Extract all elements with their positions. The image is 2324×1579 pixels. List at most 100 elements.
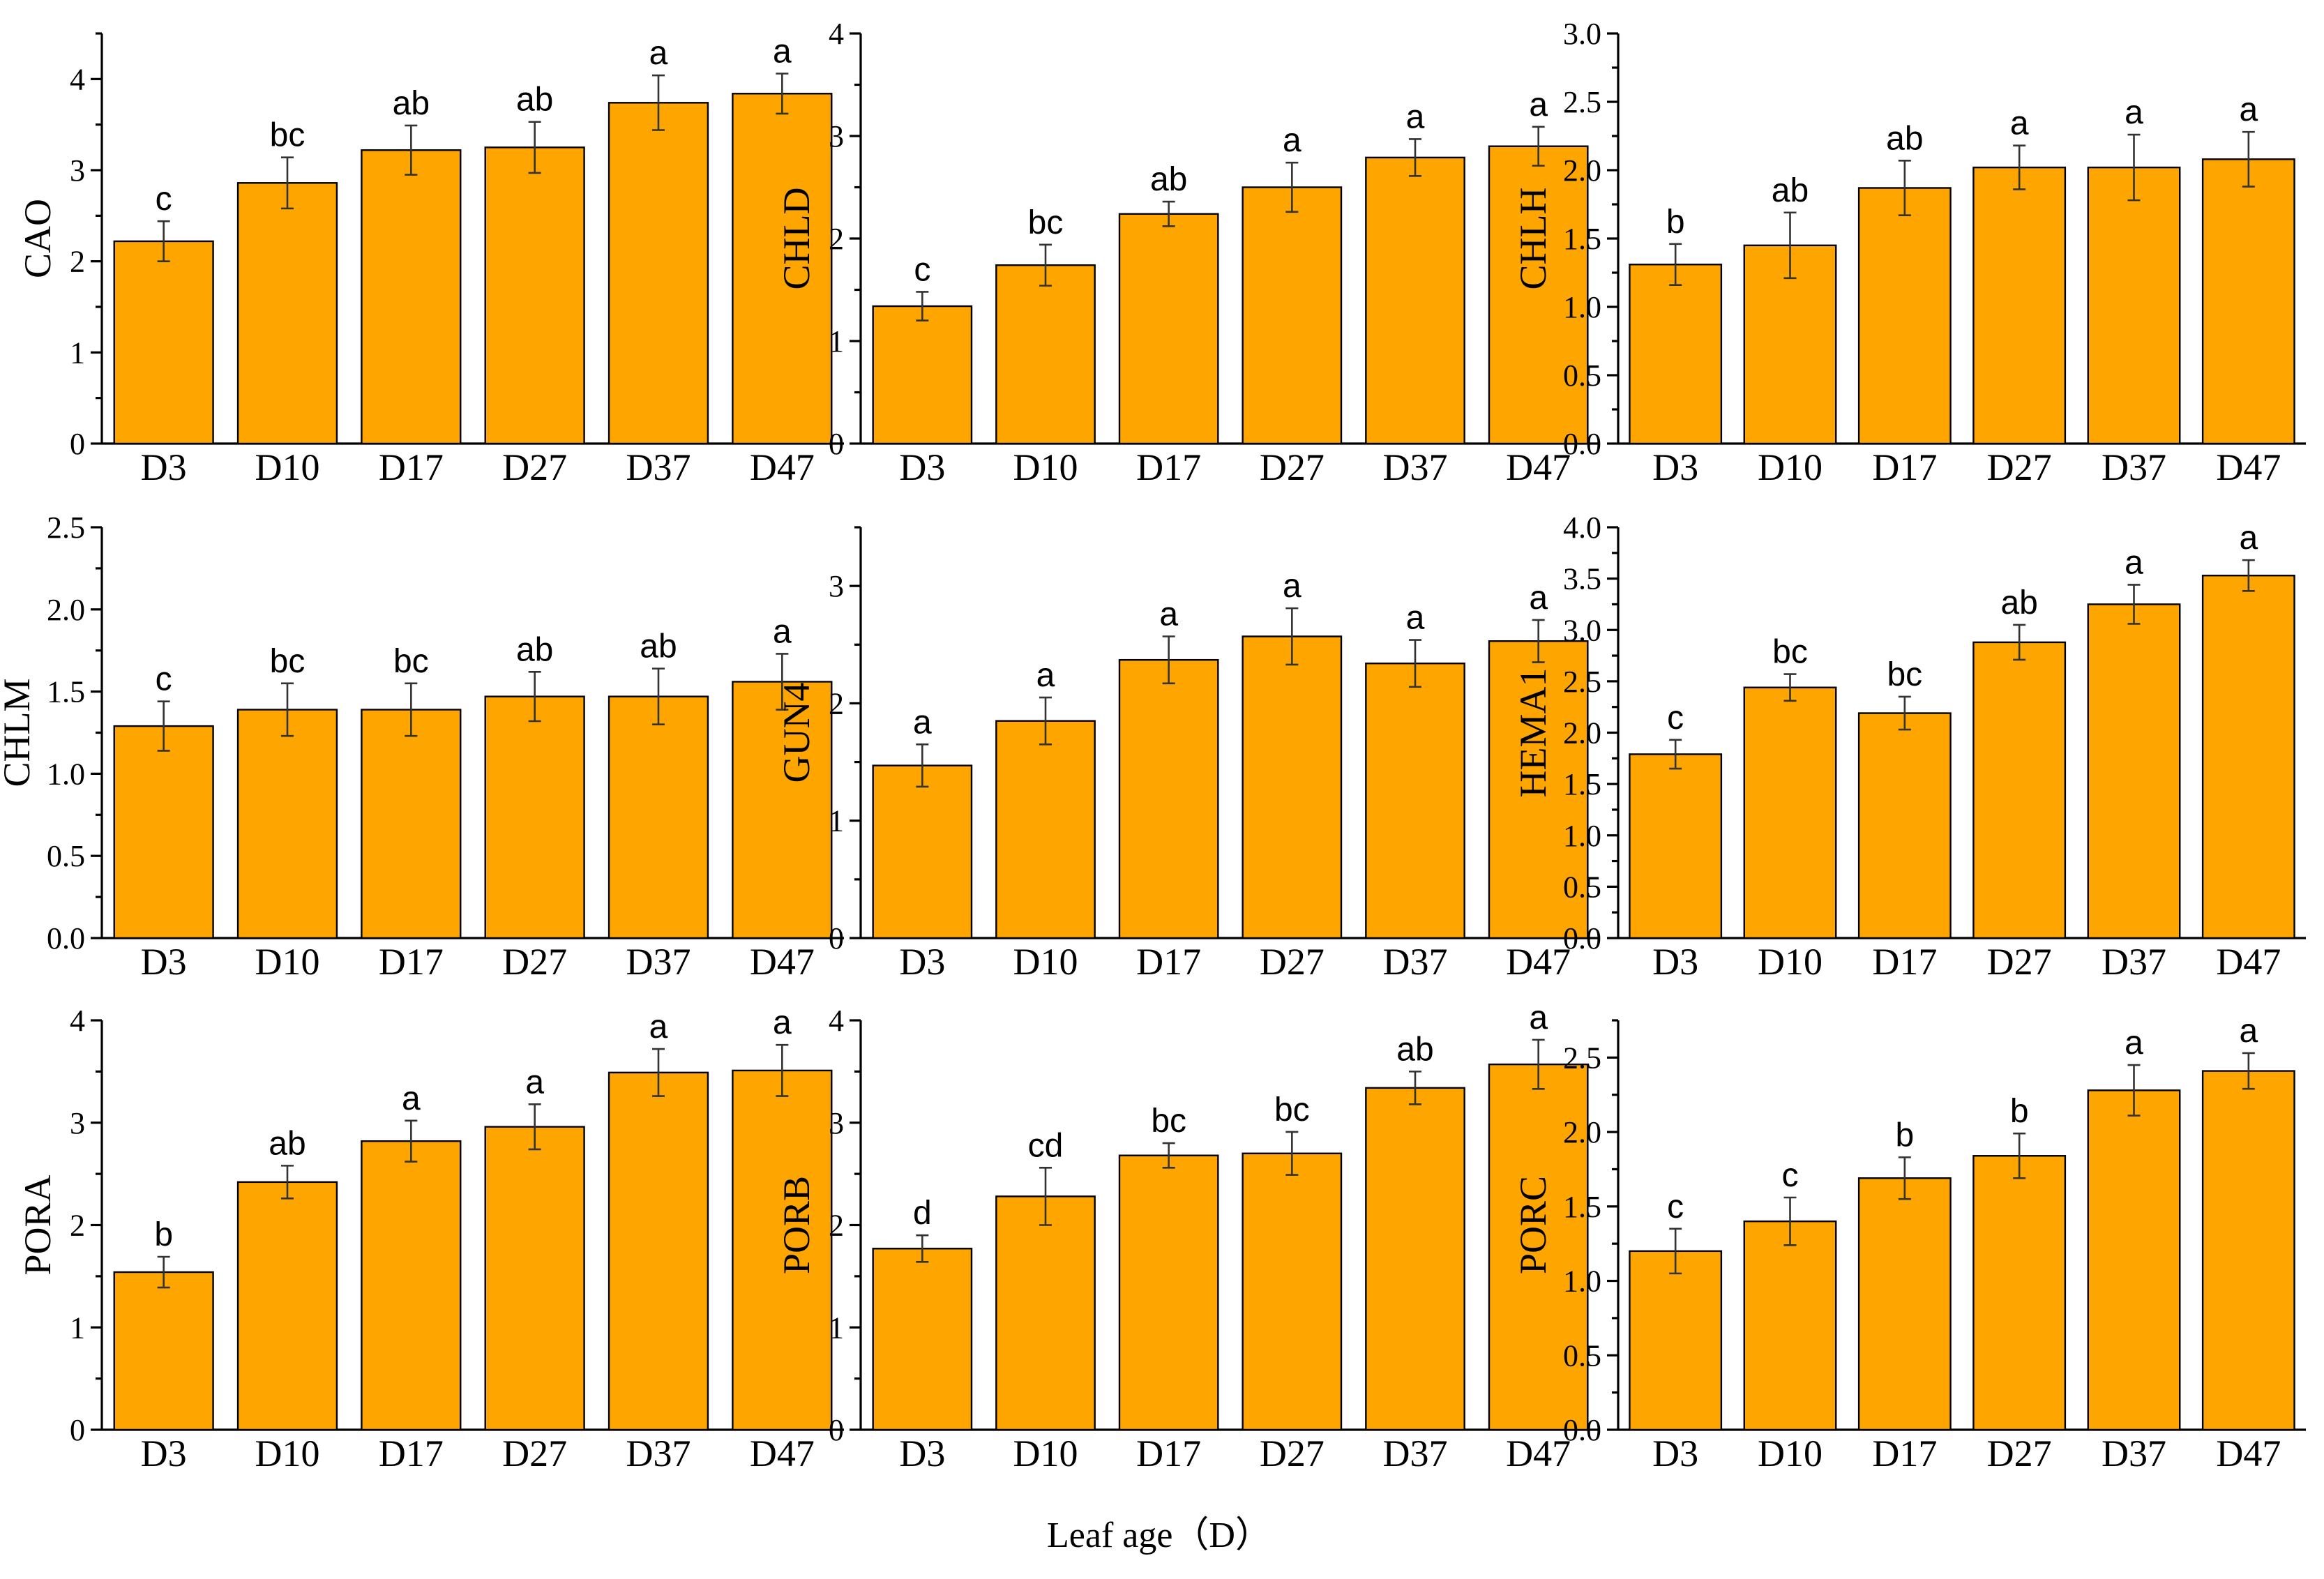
significance-label: bc [270,643,305,680]
y-tick-label: 3.5 [1563,562,1601,596]
x-tick-label: D37 [626,941,691,983]
y-tick-label: 0.0 [1563,921,1601,955]
significance-label: a [1529,999,1548,1036]
significance-label: c [914,251,930,288]
y-tick-label: 3 [829,1106,844,1140]
bar-d47 [2201,1070,2295,1431]
bar-d27 [1242,635,1343,939]
significance-label: a [1529,86,1548,123]
significance-label: a [913,704,932,741]
bar-d27 [1242,186,1343,445]
y-tick-label: 0.5 [1563,358,1601,393]
significance-label: c [1667,700,1684,736]
significance-label: c [1782,1157,1799,1194]
x-tick-label: D47 [2216,446,2281,488]
y-tick-label: 4.0 [1563,511,1601,545]
x-tick-label: D27 [1987,941,2052,983]
significance-label: ab [393,85,430,122]
x-tick-label: D10 [1758,1433,1823,1474]
x-tick-label: D37 [626,446,691,488]
significance-label: a [1406,98,1425,135]
y-tick-label: 2.0 [1563,716,1601,750]
bar-d17 [1857,712,1952,939]
y-tick-label: 4 [70,62,85,96]
bar-d47 [2201,158,2295,445]
bar-d3 [872,764,973,939]
chart-panel-chlm: 0.0 0.5 1.0 1.5 2.0 2.5 CHLM c D3 bc D10 bc D17 ab D27… [0,511,844,983]
significance-label: a [1283,568,1301,605]
bar-d37 [608,695,709,939]
x-tick-label: D17 [1136,941,1201,983]
y-tick-label: 3 [829,569,844,603]
y-tick-label: 2.0 [47,593,85,627]
x-tick-label: D10 [255,446,320,488]
y-tick-label: 1 [829,324,844,358]
x-tick-label: D47 [1506,446,1571,488]
y-axis-label: CAO [17,199,59,278]
x-tick-label: D37 [1383,1433,1448,1474]
y-tick-label: 3 [70,153,85,188]
y-axis-label: PORA [17,1174,59,1275]
y-tick-label: 1.0 [47,757,85,791]
significance-label: a [525,1064,544,1101]
bar-d10 [236,1181,338,1431]
y-tick-label: 2 [70,1209,85,1243]
significance-label: bc [1772,634,1808,671]
y-tick-label: 0.5 [1563,1338,1601,1373]
significance-label: a [2239,91,2258,128]
bar-d37 [2087,603,2181,939]
significance-label: a [2125,1025,2143,1062]
x-tick-label: D47 [750,446,815,488]
chart-panel-cao: 0 1 2 3 4 CAO c D3 bc D10 ab D17 ab D27 a D37 a D47 [17,32,844,488]
significance-label: a [2125,544,2143,581]
x-tick-label: D37 [1383,941,1448,983]
x-tick-label: D27 [502,941,567,983]
x-tick-label: D27 [1260,1433,1325,1474]
y-axis-label: CHLM [0,678,38,787]
y-tick-label: 0 [70,1413,85,1447]
significance-label: ab [1886,120,1923,157]
x-tick-label: D27 [1260,446,1325,488]
significance-label: a [1159,596,1178,633]
x-tick-label: D27 [502,1433,567,1474]
significance-label: d [913,1195,932,1232]
y-axis-label: GUN4 [776,683,817,783]
bar-d27 [484,695,585,939]
bar-d17 [361,1140,462,1431]
chart-panel-gun4: 0 1 2 3 GUN4 a D3 a D10 a D17 a D27 a D37 a D47 [776,526,1600,983]
y-tick-label: 1.0 [1563,290,1601,324]
bar-d3 [113,1271,214,1431]
x-tick-label: D27 [1987,446,2052,488]
significance-label: cd [1028,1127,1064,1164]
y-tick-label: 0 [829,427,844,461]
x-tick-label: D3 [899,1433,945,1474]
significance-label: ab [2000,584,2037,621]
x-tick-label: D37 [2102,1433,2166,1474]
x-tick-label: D3 [141,446,187,488]
x-tick-label: D47 [750,1433,815,1474]
bar-d47 [2201,575,2295,939]
bar-d27 [484,146,585,445]
y-tick-label: 3.0 [1563,613,1601,647]
bar-d27 [1242,1152,1343,1431]
bar-d10 [236,709,338,939]
significance-label: ab [269,1125,305,1162]
bar-d17 [1857,1177,1952,1431]
x-tick-label: D37 [2102,941,2166,983]
chart-panel-porb: 0 1 2 3 4 PORB d D3 cd D10 bc D17 bc D27 ab D37 a D47 [776,999,1600,1474]
bar-d27 [1972,166,2067,445]
chart-panel-chld: 0 1 2 3 4 CHLD c D3 bc D10 ab D17 a D27 a D37 a D47 [776,17,1600,488]
y-tick-label: 3.0 [1563,17,1601,51]
significance-label: a [773,1004,792,1041]
x-tick-label: D10 [1758,941,1823,983]
x-tick-label: D47 [750,941,815,983]
x-tick-label: D10 [255,1433,320,1474]
bar-d3 [872,1248,973,1431]
chart-panel-chlh: 0.0 0.5 1.0 1.5 2.0 2.5 3.0 CHLH b D3 ab D10 ab D17 a D… [1512,17,2306,488]
x-tick-label: D47 [1506,1433,1571,1474]
x-tick-label: D3 [1652,941,1698,983]
significance-label: bc [1151,1103,1186,1140]
y-tick-label: 4 [70,1004,85,1038]
bar-d10 [995,720,1096,939]
